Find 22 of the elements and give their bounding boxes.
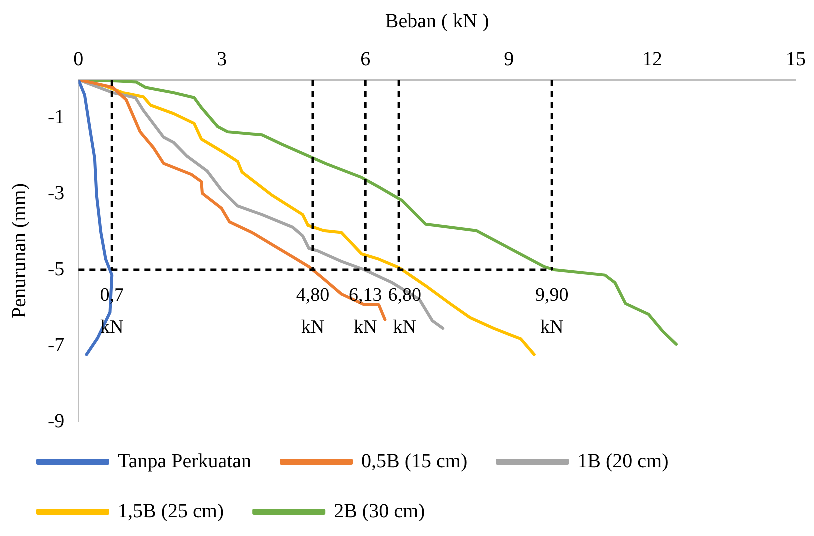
y-tick-label: -7 [48,334,65,356]
y-axis-title: Penurunan (mm) [8,184,30,318]
ref-line-label: 6,80 kN [388,284,422,338]
ref-line-label: 4,80 kN [296,284,330,338]
ref-line-label: 6,13 kN [348,284,382,338]
legend-label: 2B (30 cm) [334,500,426,522]
y-tick-label: -5 [48,258,65,280]
x-tick-label: 12 [642,48,663,70]
y-tick-label: -9 [48,410,65,432]
legend-label: Tanpa Perkuatan [118,450,252,472]
legend-label: 1,5B (25 cm) [118,500,224,522]
x-tick-label: 9 [504,48,514,70]
x-tick-label: 0 [74,48,84,70]
ref-line-label: 9,90 kN [535,284,569,338]
y-tick-label: -3 [48,182,65,204]
y-tick-label: -1 [48,106,65,128]
x-axis-title: Beban ( kN ) [385,10,490,32]
x-tick-label: 15 [786,48,806,70]
x-tick-label: 3 [217,48,228,70]
legend-label: 0,5B (15 cm) [362,450,468,472]
legend-label: 1B (20 cm) [578,450,669,472]
x-tick-label: 6 [360,48,371,70]
